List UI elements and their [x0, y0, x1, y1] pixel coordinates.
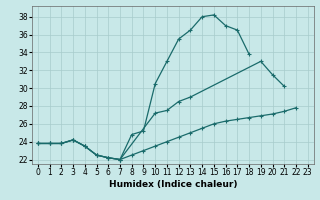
X-axis label: Humidex (Indice chaleur): Humidex (Indice chaleur) — [108, 180, 237, 189]
